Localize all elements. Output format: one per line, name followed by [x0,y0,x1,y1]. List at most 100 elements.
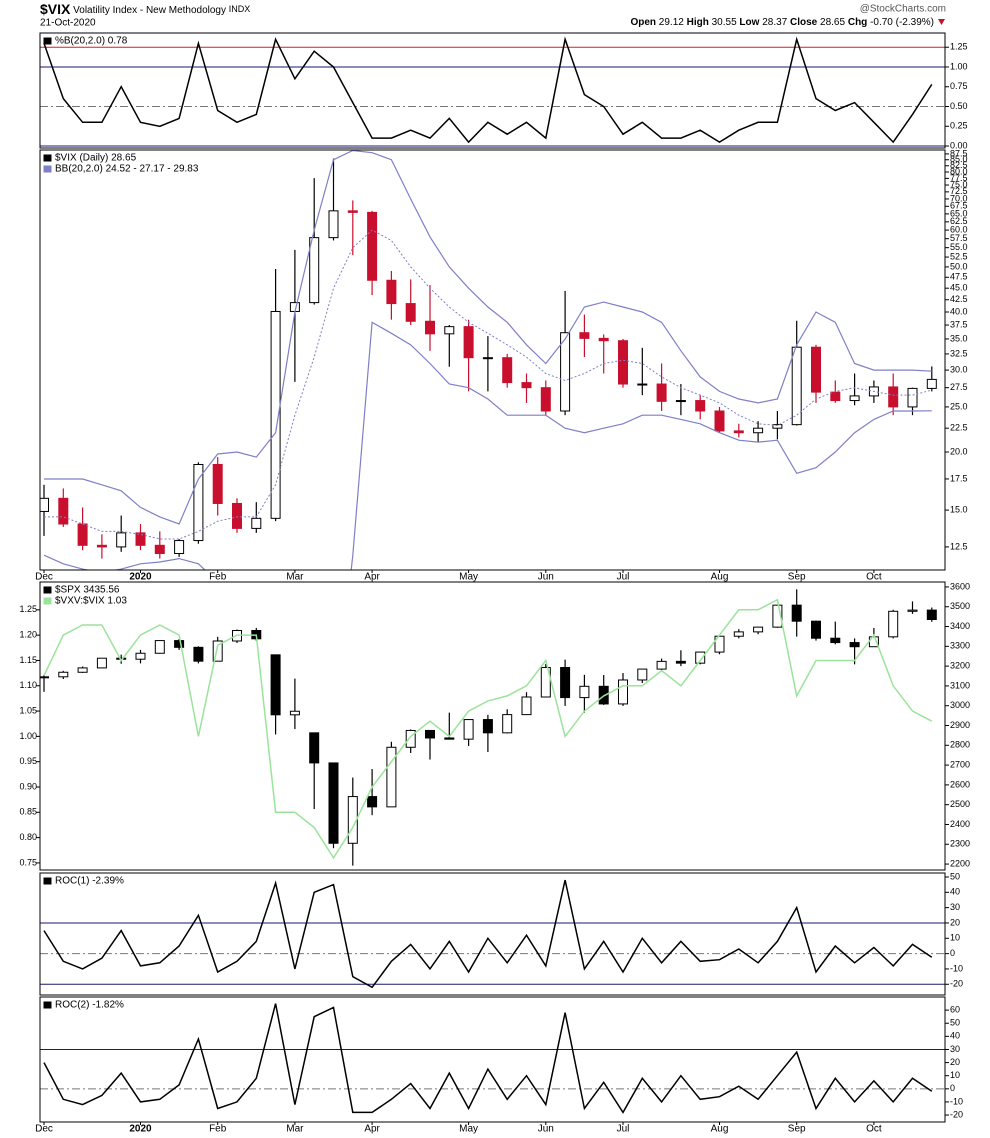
panel [40,589,937,866]
candle-body [695,651,706,664]
y-tick-label: 2300 [950,839,970,849]
candle-body [270,310,281,519]
quote-value: 29.12 [659,17,684,28]
candle-body [521,382,532,389]
x-tick-label: Oct [866,1124,882,1135]
candle-body [502,357,513,384]
candle-body [251,517,262,529]
x-tick-label: Jul [617,1124,630,1135]
y-tick-label: 60 [950,1004,960,1014]
candle-body [58,671,69,678]
y-tick-label: 3100 [950,680,970,690]
candle-body [811,346,821,393]
y-tick-label: -10 [950,1096,963,1106]
quote-label: Low [739,17,759,28]
candle-body [174,640,185,648]
line [43,598,933,860]
panel [40,1003,945,1114]
y-tick-label: 0.00 [950,140,968,150]
y-tick-label: -20 [950,979,963,989]
x-tick-label: Oct [866,572,882,583]
candle-body [926,378,937,389]
candle-body [347,210,358,213]
band-middle [44,229,932,540]
candle-body [791,346,802,426]
candle-body [540,387,551,412]
exchange: INDX [229,4,251,14]
y-tick-label: 75.0 [950,179,968,189]
y-tick-label: 0.85 [19,807,37,817]
candle-body [154,640,165,654]
candle-body [579,332,590,339]
candle-body [77,667,88,673]
line [43,879,933,989]
legend-swatch [43,37,52,45]
candle-body [193,463,204,542]
candle-body [463,719,474,740]
candle-body [96,544,107,548]
y-tick-label: 40.0 [950,306,968,316]
symbol: $VIX [40,1,71,17]
y-tick-label: 10 [950,933,960,943]
panel-frame [39,872,946,996]
candle-body [830,391,841,402]
y-tick-label: 0 [950,1083,955,1093]
candle-body [888,610,899,638]
candle-body [444,326,455,335]
y-tick-label: 0.50 [950,101,968,111]
candle-body [502,714,513,734]
candle-body [753,427,764,434]
y-tick-label: 85.0 [950,154,968,164]
x-tick-label: 2020 [129,1124,152,1135]
legend-label: ROC(1) -2.39% [55,876,124,887]
candle-body [656,383,667,402]
x-tick-label: Apr [364,1124,380,1135]
y-tick-label: 1.25 [950,42,968,52]
y-tick-label: 12.5 [950,541,968,551]
candle-body [849,642,860,648]
candle-body [405,303,416,322]
y-tick-label: 57.5 [950,233,968,243]
line [43,1003,933,1114]
y-tick-label: 0.75 [950,81,968,91]
y-tick-label: 3500 [950,601,970,611]
legend-label: $VXV:$VIX 1.03 [55,596,127,607]
candle-body [849,395,860,402]
candle-body [811,620,821,639]
x-tick-label: Feb [209,1124,227,1135]
quote-label: Chg [848,17,867,28]
candle-body [328,762,339,844]
x-tick-label: Sep [788,1124,806,1135]
candle-body [463,326,474,359]
y-tick-label: 42.5 [950,294,968,304]
y-tick-label: 3300 [950,641,970,651]
y-tick-label: 25.0 [950,401,968,411]
y-tick-label: 1.25 [19,604,37,614]
candle-body [637,383,648,386]
y-tick-label: 20.0 [950,446,968,456]
credit: @StockCharts.com [860,4,946,15]
x-tick-label: Aug [711,1124,729,1135]
y-tick-label: 40 [950,887,960,897]
candle-body [40,497,49,512]
y-tick-label: 70.0 [950,193,968,203]
y-tick-label: 1.05 [19,705,37,715]
y-tick-label: 82.5 [950,160,968,170]
candle-body [116,532,127,548]
legend-swatch [43,586,52,594]
x-tick-label: May [459,1124,478,1135]
candle-body [753,626,764,633]
y-tick-label: 72.5 [950,186,968,196]
candle-body [212,463,223,504]
panel-frame [39,149,946,571]
y-tick-label: 2800 [950,740,970,750]
y-tick-label: 2400 [950,819,970,829]
x-tick-label: May [459,572,478,583]
candle-body [598,337,609,342]
x-tick-label: 2020 [129,572,152,583]
y-tick-label: 2900 [950,720,970,730]
candle-body [733,430,744,434]
x-tick-label: Jun [538,572,554,583]
